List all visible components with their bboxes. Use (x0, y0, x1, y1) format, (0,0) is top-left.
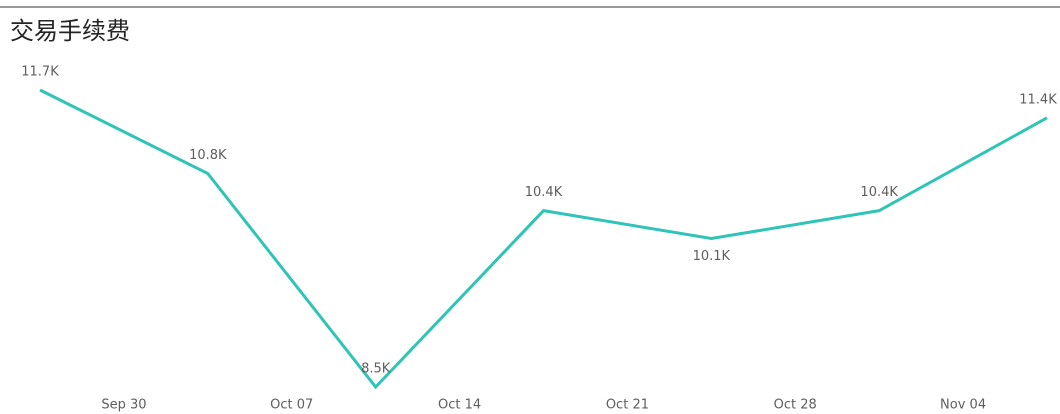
data-label: 10.8K (189, 148, 227, 163)
x-tick-label: Oct 21 (606, 398, 649, 413)
data-label: 10.4K (860, 185, 898, 200)
chart-title: 交易手续费 (10, 17, 130, 45)
data-label: 10.4K (525, 185, 563, 200)
x-tick-label: Sep 30 (101, 398, 146, 413)
line (39, 88, 1048, 390)
x-tick-label: Oct 14 (438, 398, 481, 413)
x-tick-label: Oct 28 (774, 398, 817, 413)
data-label: 8.5K (361, 362, 391, 377)
data-label: 11.7K (21, 65, 59, 80)
data-label: 11.4K (1019, 92, 1057, 107)
x-tick-label: Nov 04 (940, 398, 986, 413)
x-tick-label: Oct 07 (270, 398, 313, 413)
data-label: 10.1K (693, 249, 731, 264)
